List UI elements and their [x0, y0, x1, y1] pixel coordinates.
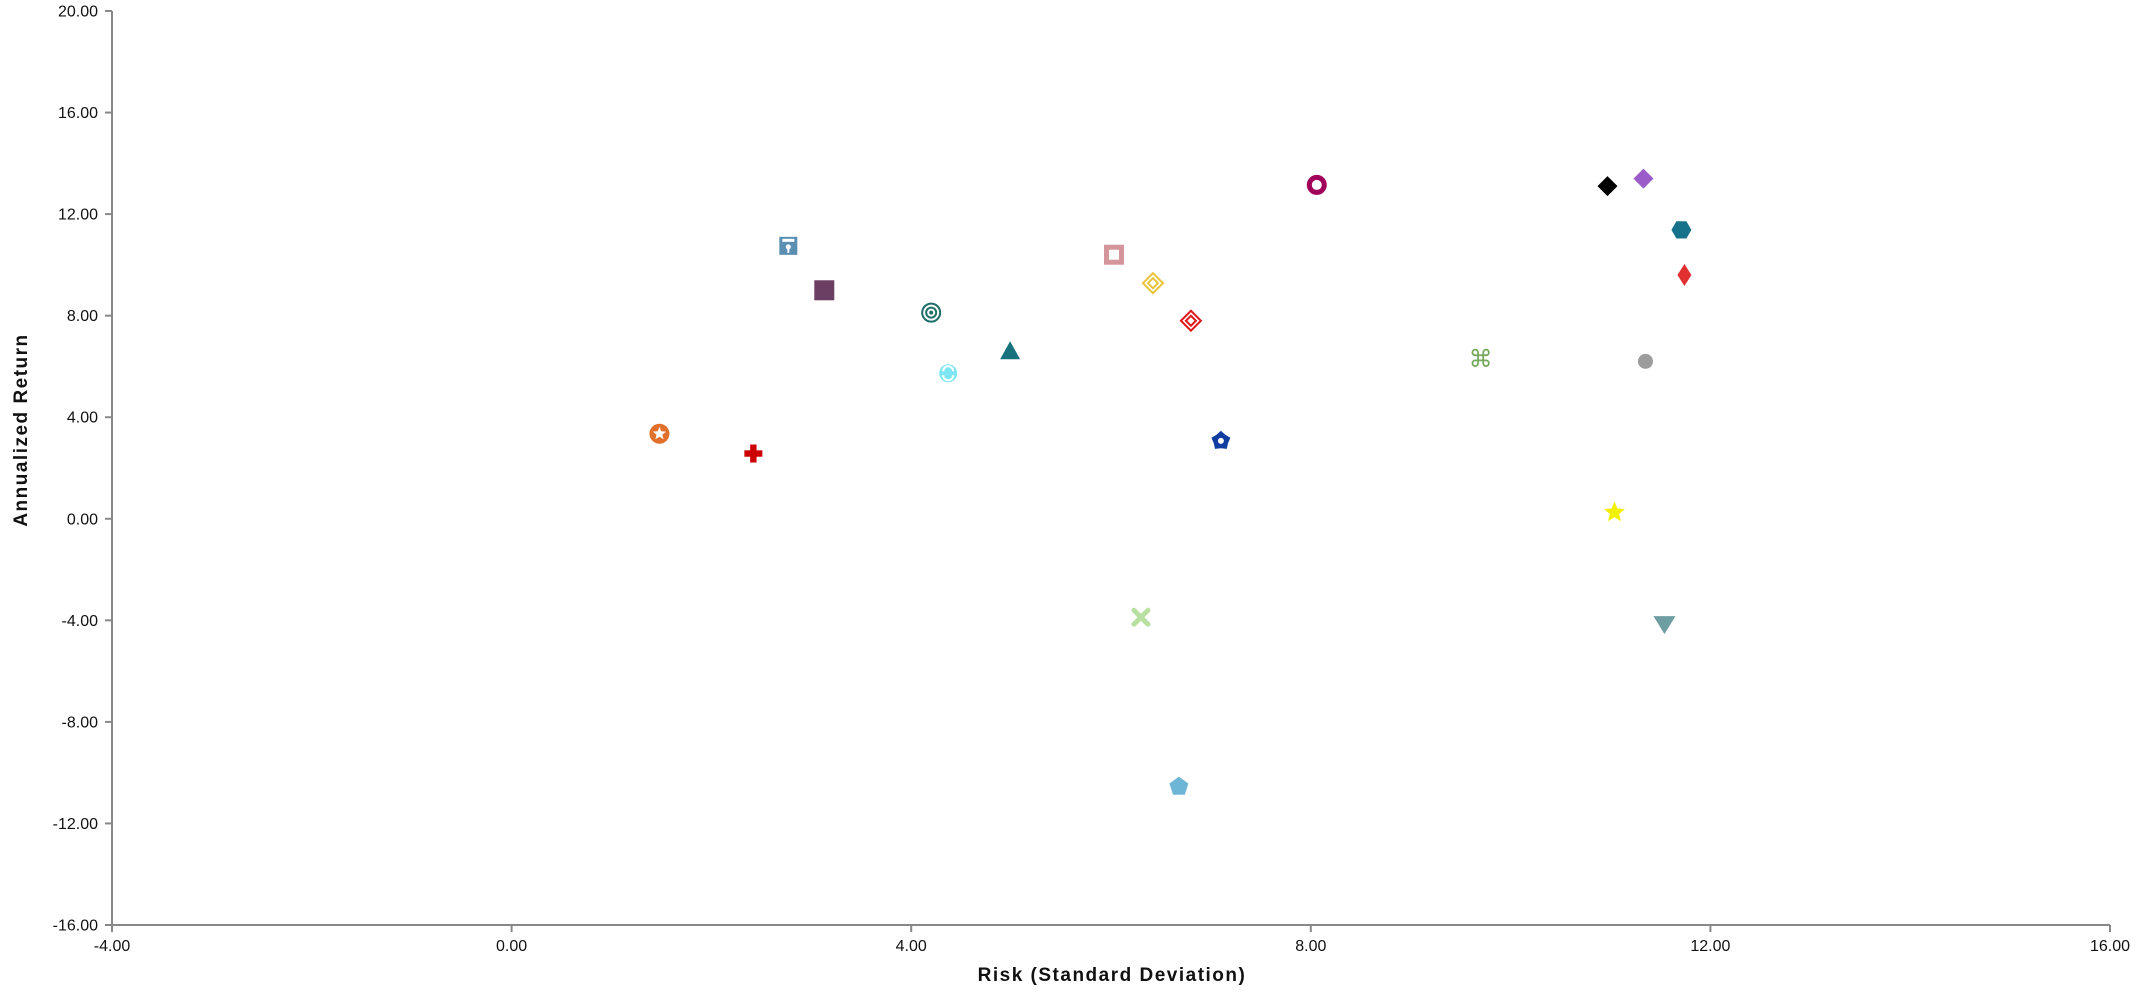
- data-point-narrow-diamond-marker: [1677, 264, 1692, 287]
- x-tick-label: 16.00: [2090, 938, 2130, 955]
- data-point-triangle-down-marker: [1653, 616, 1676, 635]
- data-point-diamond-marker: [1597, 176, 1618, 197]
- y-axis-title: Annualized Return: [11, 333, 32, 526]
- data-point-crescent-circle-marker: [939, 364, 958, 383]
- data-point-hollow-square-marker: [1103, 244, 1124, 265]
- x-tick-label: 0.00: [496, 938, 527, 955]
- data-point-command-marker: ⌘: [1469, 346, 1493, 373]
- x-axis-title: Risk (Standard Deviation): [978, 965, 1247, 986]
- x-tick-label: 4.00: [896, 938, 927, 955]
- points-layer: ⌘: [649, 168, 1692, 795]
- data-point-diamond-in-diamond-marker: [1141, 271, 1165, 295]
- data-point-circle-marker: [1637, 353, 1653, 369]
- data-point-floppy-marker: [779, 236, 798, 255]
- y-tick-label: 4.00: [67, 410, 98, 427]
- data-point-ring-marker: [1306, 174, 1327, 195]
- x-tick-label: -4.00: [94, 938, 131, 955]
- data-point-gear-marker: [1211, 430, 1231, 449]
- data-point-pentagon-marker: [1169, 776, 1189, 795]
- y-tick-label: 0.00: [67, 511, 98, 528]
- data-point-square-marker: [814, 280, 835, 301]
- data-point-diamond-in-diamond-marker: [1179, 309, 1203, 333]
- axes-layer: -4.00 0.00 4.00 8.00 12.00 16.00 -16.00 -12.00 -…: [53, 4, 2130, 956]
- data-point-hexagon-marker: [1671, 221, 1692, 239]
- y-tick-label: 8.00: [67, 308, 98, 325]
- x-tick-label: 8.00: [1295, 938, 1326, 955]
- data-point-diamond-marker: [1633, 168, 1654, 189]
- data-point-cross-marker: [744, 444, 763, 463]
- x-tick-label: 12.00: [1690, 938, 1730, 955]
- y-tick-label: -16.00: [53, 918, 98, 935]
- y-tick-label: -4.00: [62, 613, 99, 630]
- data-point-star-marker: [1604, 501, 1625, 522]
- y-tick-label: -12.00: [53, 816, 98, 833]
- data-point-star-in-circle-marker: [649, 423, 670, 444]
- y-tick-label: 12.00: [58, 207, 98, 224]
- svg-text:⌘: ⌘: [1469, 346, 1493, 373]
- data-point-triangle-up-marker: [1000, 341, 1021, 360]
- data-point-x-cross-marker: [1131, 607, 1151, 627]
- y-tick-label: -8.00: [62, 714, 99, 731]
- data-point-concentric-circle-marker: [921, 302, 942, 323]
- y-tick-label: 20.00: [58, 4, 98, 21]
- y-tick-label: 16.00: [58, 105, 98, 122]
